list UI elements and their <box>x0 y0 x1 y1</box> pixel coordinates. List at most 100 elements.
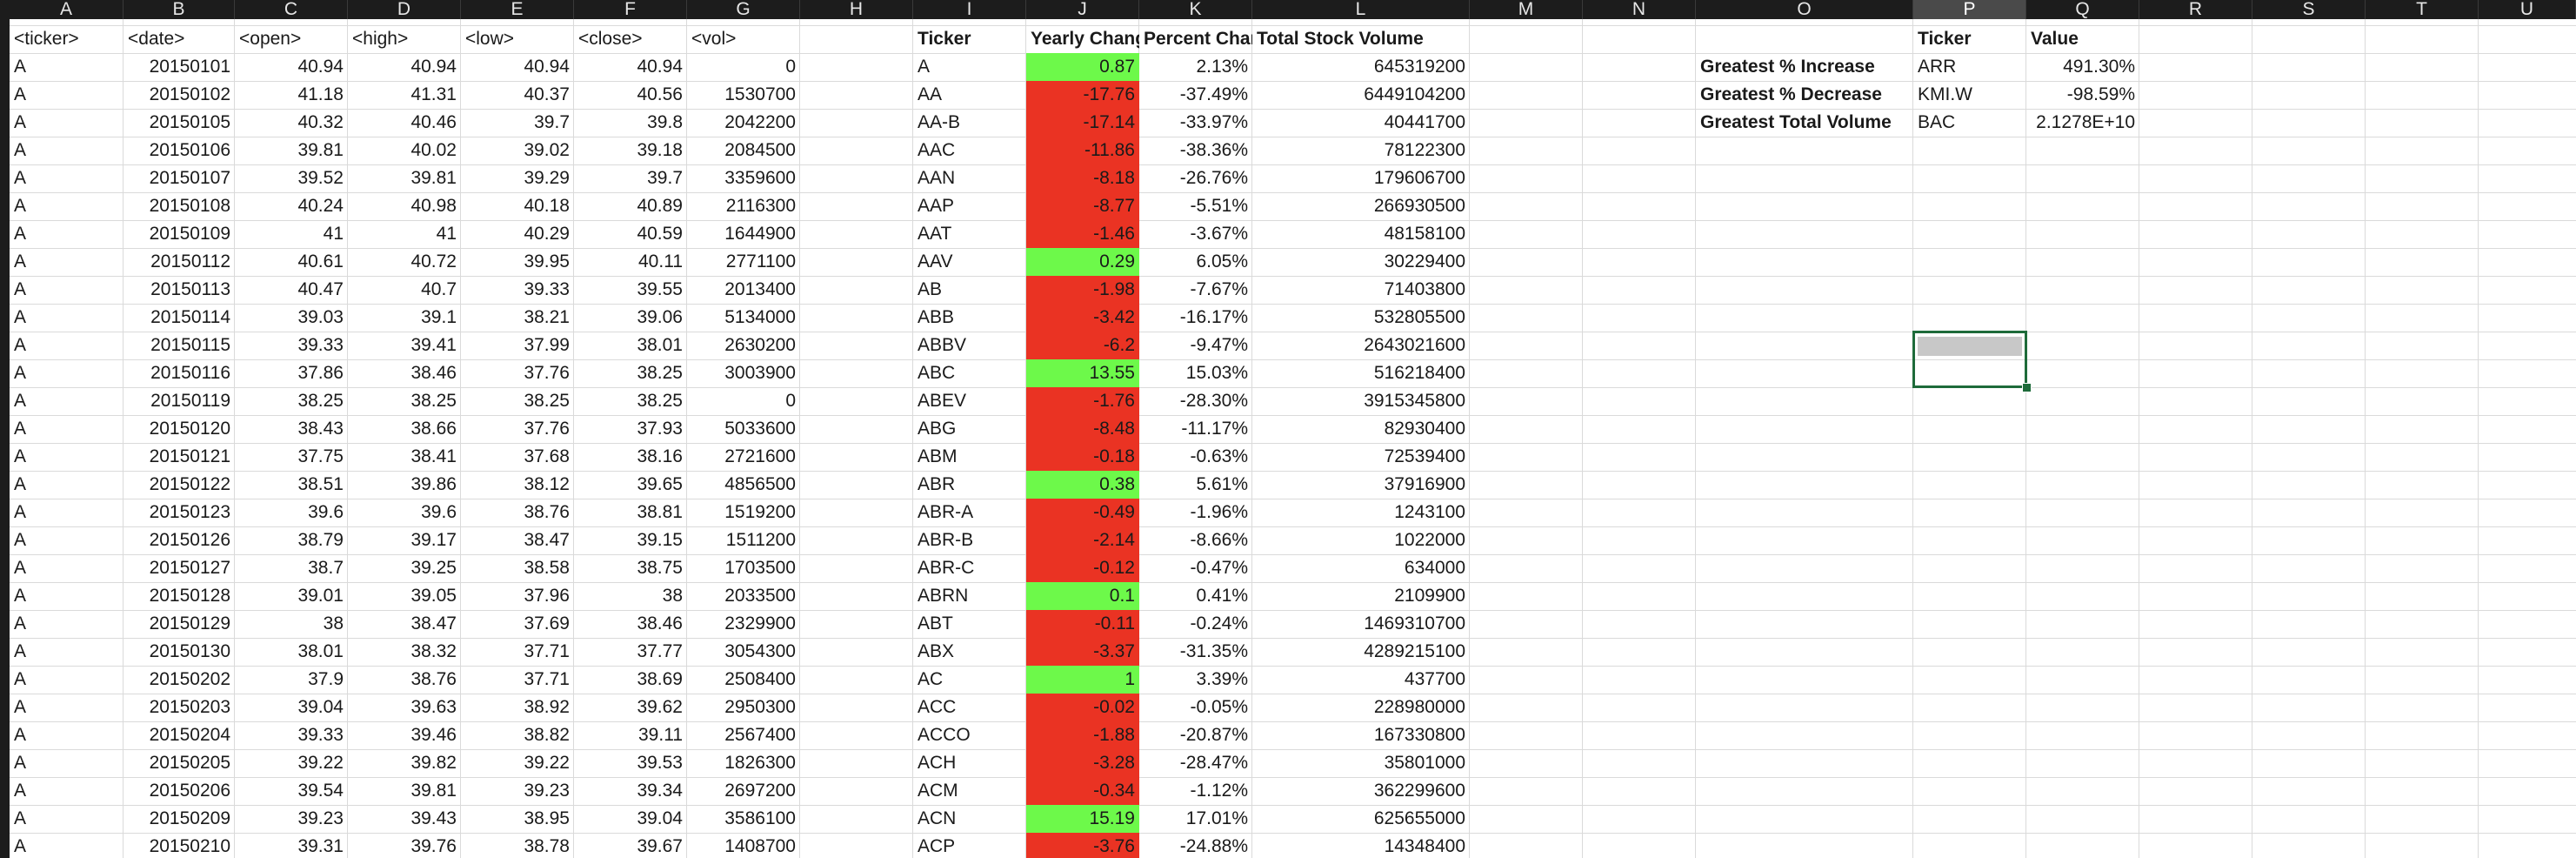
percent-change-cell: 17.01% <box>1185 808 1248 828</box>
column-gridline <box>460 19 461 858</box>
total-volume-cell: 532805500 <box>1373 307 1465 327</box>
summary-ticker-cell: A <box>918 57 931 77</box>
raw-data-cell: 39.65 <box>637 474 683 494</box>
raw-data-cell: 39.25 <box>410 558 457 578</box>
raw-data-cell: 39.29 <box>524 168 570 188</box>
column-header-c[interactable]: C <box>235 0 348 19</box>
percent-change-cell: -5.51% <box>1190 196 1248 216</box>
header-cell-raw: <open> <box>239 29 302 49</box>
raw-data-cell: 38.01 <box>637 335 683 355</box>
column-gridline <box>1469 19 1470 858</box>
column-header-i[interactable]: I <box>913 0 1026 19</box>
fill-handle[interactable] <box>2022 383 2032 392</box>
selected-cell[interactable] <box>1912 331 2027 388</box>
percent-change-cell: -7.67% <box>1190 279 1248 299</box>
raw-data-cell: 20150107 <box>149 168 230 188</box>
row-gridline <box>10 471 2576 472</box>
column-header-a[interactable]: A <box>10 0 123 19</box>
yearly-change-cell: -17.76 <box>1026 81 1139 109</box>
yearly-change-cell: -8.18 <box>1026 164 1139 192</box>
raw-data-cell: 40.46 <box>410 112 457 132</box>
column-header-g[interactable]: G <box>687 0 800 19</box>
raw-data-cell: 39.33 <box>297 725 344 745</box>
row-gridline <box>10 638 2576 639</box>
raw-data-cell: A <box>14 781 27 801</box>
raw-data-cell: 38.25 <box>410 391 457 411</box>
row-gridline <box>10 81 2576 82</box>
column-header-f[interactable]: F <box>574 0 687 19</box>
header-cell-raw: <low> <box>465 29 515 49</box>
raw-data-cell: 20150202 <box>149 669 230 689</box>
raw-data-cell: 40.72 <box>410 251 457 271</box>
raw-data-cell: 2567400 <box>724 725 796 745</box>
total-volume-cell: 625655000 <box>1373 808 1465 828</box>
total-volume-cell: 82930400 <box>1384 419 1465 439</box>
row-gridline <box>10 721 2576 722</box>
raw-data-cell: 38.78 <box>524 836 570 856</box>
percent-change-cell: 15.03% <box>1185 363 1248 383</box>
percent-change-cell: -0.63% <box>1190 446 1248 466</box>
total-volume-cell: 516218400 <box>1373 363 1465 383</box>
raw-data-cell: 39.81 <box>410 168 457 188</box>
raw-data-cell: A <box>14 753 27 773</box>
column-header-q[interactable]: Q <box>2026 0 2139 19</box>
yearly-change-cell: -0.02 <box>1026 694 1139 721</box>
column-header-n[interactable]: N <box>1583 0 1696 19</box>
header-cell-raw: <vol> <box>691 29 737 49</box>
raw-data-cell: 40.89 <box>637 196 683 216</box>
column-header-b[interactable]: B <box>123 0 235 19</box>
raw-data-cell: 39.81 <box>410 781 457 801</box>
column-header-m[interactable]: M <box>1470 0 1583 19</box>
header-cell-summary: Ticker <box>918 29 971 49</box>
summary-ticker-cell: AC <box>918 669 944 689</box>
percent-change-cell: -1.12% <box>1190 781 1248 801</box>
summary-ticker-cell: AA <box>918 84 943 104</box>
raw-data-cell: 38.25 <box>297 391 344 411</box>
raw-data-cell: 38.7 <box>308 558 344 578</box>
raw-data-cell: 39.95 <box>524 251 570 271</box>
column-header-r[interactable]: R <box>2139 0 2252 19</box>
column-header-d[interactable]: D <box>348 0 461 19</box>
summary-ticker-cell: AAT <box>918 224 952 244</box>
column-header-k[interactable]: K <box>1139 0 1252 19</box>
column-gridline <box>1695 19 1696 858</box>
column-header-l[interactable]: L <box>1252 0 1470 19</box>
raw-data-cell: A <box>14 363 27 383</box>
raw-data-cell: 40.37 <box>524 84 570 104</box>
raw-data-cell: 3003900 <box>724 363 796 383</box>
raw-data-cell: 40.24 <box>297 196 344 216</box>
raw-data-cell: 41.18 <box>297 84 344 104</box>
total-volume-cell: 48158100 <box>1384 224 1465 244</box>
raw-data-cell: 38.41 <box>410 446 457 466</box>
greatest-ticker-cell: BAC <box>1918 112 1956 132</box>
raw-data-cell: A <box>14 335 27 355</box>
raw-data-cell: A <box>14 168 27 188</box>
raw-data-cell: 37.99 <box>524 335 570 355</box>
total-volume-cell: 6449104200 <box>1364 84 1465 104</box>
yearly-change-cell: 13.55 <box>1026 359 1139 387</box>
raw-data-cell: 2630200 <box>724 335 796 355</box>
raw-data-cell: 20150121 <box>149 446 230 466</box>
raw-data-cell: 20150126 <box>149 530 230 550</box>
raw-data-cell: 39.22 <box>297 753 344 773</box>
row-gridline <box>10 53 2576 54</box>
column-header-t[interactable]: T <box>2366 0 2479 19</box>
raw-data-cell: 38 <box>662 586 683 606</box>
column-header-h[interactable]: H <box>800 0 913 19</box>
column-header-o[interactable]: O <box>1696 0 1913 19</box>
raw-data-cell: 1826300 <box>724 753 796 773</box>
column-header-u[interactable]: U <box>2479 0 2576 19</box>
raw-data-cell: 40.94 <box>637 57 683 77</box>
row-gridline <box>10 304 2576 305</box>
raw-data-cell: 39.04 <box>637 808 683 828</box>
row-header-gutter[interactable] <box>0 0 10 858</box>
column-header-p[interactable]: P <box>1913 0 2026 19</box>
column-header-e[interactable]: E <box>461 0 574 19</box>
percent-change-cell: 5.61% <box>1196 474 1248 494</box>
yearly-change-cell: -11.86 <box>1026 137 1139 164</box>
column-header-j[interactable]: J <box>1026 0 1139 19</box>
raw-data-cell: A <box>14 84 27 104</box>
column-header-s[interactable]: S <box>2252 0 2366 19</box>
raw-data-cell: 38.25 <box>637 391 683 411</box>
